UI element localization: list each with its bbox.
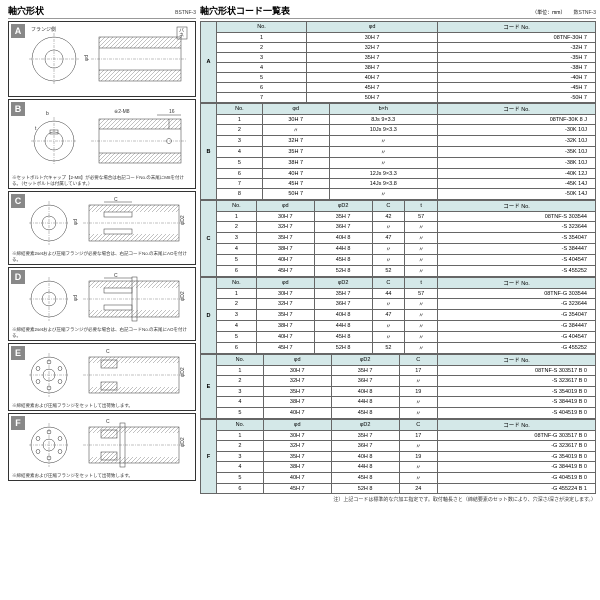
section-E: E C φD2 ※締結要素および圧縮フランジをセットして出荷致します。 bbox=[8, 343, 196, 411]
svg-text:φD2: φD2 bbox=[180, 215, 186, 225]
note-E: ※締結要素および圧縮フランジをセットして出荷致します。 bbox=[9, 402, 195, 410]
svg-text:フランジ側: フランジ側 bbox=[31, 26, 56, 33]
right-title: 軸穴形状コード一覧表 bbox=[200, 4, 532, 17]
table-C: CNo.φdφD2Ctコード No.130H 735H 7425708TNF-S… bbox=[200, 200, 596, 277]
section-F: F C φD2 ※締結要素および圧縮フランジをセットして出荷致します。 bbox=[8, 413, 196, 481]
svg-text:φD2: φD2 bbox=[180, 367, 186, 377]
drawing-C: C φd φD2 bbox=[9, 192, 195, 250]
note-B: ※セットボルト穴キャップ【2-M8】が必要な場合は右記コードNo.の末尾にM8を… bbox=[9, 174, 195, 188]
drawing-A: φd フランジ側 バネ bbox=[9, 22, 195, 96]
svg-text:C: C bbox=[106, 349, 110, 355]
right-unit: （単位：mm） bbox=[532, 9, 565, 16]
svg-text:φd: φd bbox=[73, 219, 79, 225]
table-A: ANo.φdコード No.130H 708TNF-30H 7232H 7-32H… bbox=[200, 21, 596, 103]
table-F: FNo.φdφD2Cコード No.130H 735H 71708TNF-G 30… bbox=[200, 419, 596, 494]
table-B: BNo.φdb×hコード No.130H 78Js 9×3.308TNF-30K… bbox=[200, 103, 596, 200]
section-A: A φd フランジ側 バネ bbox=[8, 21, 196, 97]
left-sub: BSTNF-3 bbox=[175, 10, 196, 16]
right-header: 軸穴形状コード一覧表 （単位：mm） 数STNF-3 bbox=[200, 4, 596, 19]
right-panel: 軸穴形状コード一覧表 （単位：mm） 数STNF-3 ANo.φdコード No.… bbox=[200, 4, 596, 596]
table-D: DNo.φdφD2Ctコード No.130H 735H 7445708TNF-G… bbox=[200, 277, 596, 354]
svg-text:b: b bbox=[46, 111, 49, 117]
svg-text:16: 16 bbox=[169, 109, 175, 115]
section-C: C C φd φD2 ※締結要素2setおよび圧縮フランジが必要な場合は、右記コ… bbox=[8, 191, 196, 265]
drawing-B: bt ※2-M816 bbox=[9, 100, 195, 174]
svg-text:C: C bbox=[106, 419, 110, 425]
svg-text:φD2: φD2 bbox=[180, 437, 186, 447]
note-D: ※締結要素2setおよび圧縮フランジが必要な場合は、右記コードNo.の末尾にAO… bbox=[9, 326, 195, 340]
drawing-E: C φD2 bbox=[9, 344, 195, 402]
svg-text:φd: φd bbox=[73, 295, 79, 301]
left-header: 軸穴形状 BSTNF-3 bbox=[8, 4, 196, 19]
section-B: B bt ※2-M816 ※セットボルト穴キャップ【2-M8】が必要な場合は右記… bbox=[8, 99, 196, 189]
tables: ANo.φdコード No.130H 708TNF-30H 7232H 7-32H… bbox=[200, 21, 596, 494]
footnote: 注）上記コードは標準的な穴加工指定です。取付軸長さと（締結要素のセット数により、… bbox=[200, 496, 596, 503]
left-title: 軸穴形状 bbox=[8, 4, 175, 17]
drawing-F: C φD2 bbox=[9, 414, 195, 472]
svg-text:φD2: φD2 bbox=[180, 291, 186, 301]
svg-text:※2-M8: ※2-M8 bbox=[114, 109, 130, 115]
section-D: D C φd φD2 ※締結要素2setおよび圧縮フランジが必要な場合は、右記コ… bbox=[8, 267, 196, 341]
note-F: ※締結要素および圧縮フランジをセットして出荷致します。 bbox=[9, 472, 195, 480]
note-C: ※締結要素2setおよび圧縮フランジが必要な場合は、右記コードNo.の末尾にAO… bbox=[9, 250, 195, 264]
table-E: ENo.φdφD2Cコード No.130H 735H 71708TNF-S 30… bbox=[200, 354, 596, 419]
right-sub: 数STNF-3 bbox=[573, 9, 596, 16]
svg-text:ネ: ネ bbox=[179, 33, 184, 39]
svg-text:φd: φd bbox=[84, 55, 90, 61]
drawing-D: C φd φD2 bbox=[9, 268, 195, 326]
left-panel: 軸穴形状 BSTNF-3 A φd フランジ側 バネ B bt ※2-M816 … bbox=[8, 4, 196, 596]
